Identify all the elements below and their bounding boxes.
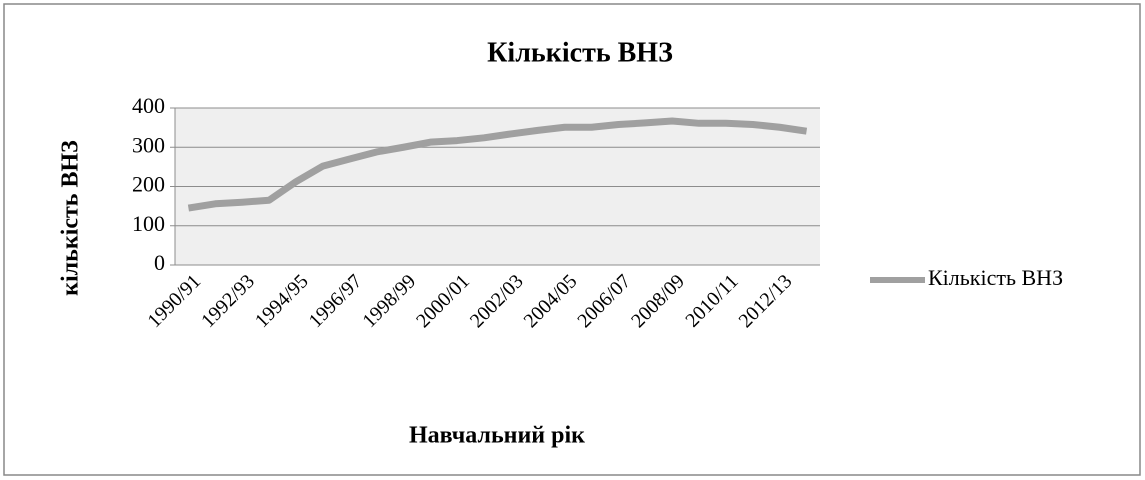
y-tick-label: 100 — [132, 211, 165, 236]
y-tick-label: 300 — [132, 132, 165, 157]
y-tick-label: 0 — [154, 250, 165, 275]
legend-label: Кількість ВНЗ — [928, 265, 1063, 290]
y-tick-label: 400 — [132, 93, 165, 118]
y-axis-title: кількість ВНЗ — [58, 140, 84, 296]
data-line — [187, 117, 808, 212]
x-axis-title: Навчальний рік — [409, 423, 585, 449]
chart-title: Кількість ВНЗ — [487, 37, 673, 68]
y-tick-label: 200 — [132, 172, 165, 197]
